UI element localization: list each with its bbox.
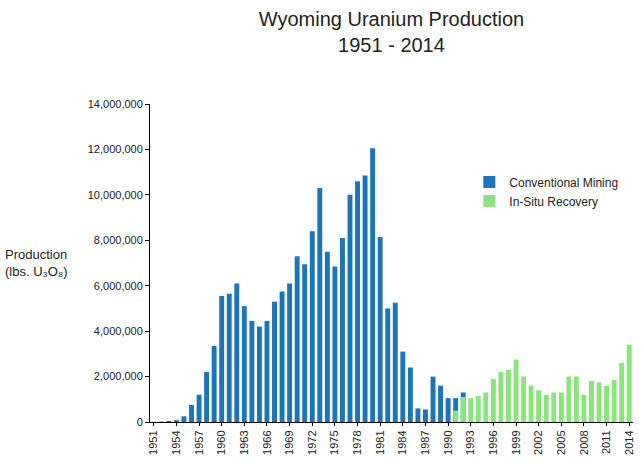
svg-text:1966: 1966 [261, 430, 273, 454]
svg-text:10,000,000: 10,000,000 [88, 189, 143, 201]
svg-text:1981: 1981 [374, 430, 386, 454]
svg-text:1972: 1972 [306, 430, 318, 454]
svg-text:Wyoming Uranium Production1951: Wyoming Uranium Production1951 - 2014 [259, 8, 524, 56]
svg-text:2,000,000: 2,000,000 [94, 370, 143, 382]
svg-text:4,000,000: 4,000,000 [94, 325, 143, 337]
svg-text:8,000,000: 8,000,000 [94, 234, 143, 246]
svg-text:1960: 1960 [215, 430, 227, 454]
svg-text:0: 0 [137, 416, 143, 428]
svg-text:1996: 1996 [487, 430, 499, 454]
svg-text:1987: 1987 [419, 430, 431, 454]
svg-text:1951: 1951 [147, 430, 159, 454]
svg-text:2002: 2002 [532, 430, 544, 454]
svg-text:2011: 2011 [600, 430, 612, 454]
svg-text:1963: 1963 [238, 430, 250, 454]
svg-text:14,000,000: 14,000,000 [88, 98, 143, 110]
svg-text:1954: 1954 [170, 430, 182, 454]
svg-text:1978: 1978 [351, 430, 363, 454]
svg-text:12,000,000: 12,000,000 [88, 143, 143, 155]
svg-text:Production(lbs. U₃O₈): Production(lbs. U₃O₈) [5, 247, 68, 279]
svg-text:Conventional Mining: Conventional Mining [509, 176, 618, 190]
svg-text:6,000,000: 6,000,000 [94, 280, 143, 292]
svg-text:2014: 2014 [623, 430, 635, 454]
svg-text:1990: 1990 [442, 430, 454, 454]
svg-text:2005: 2005 [555, 430, 567, 454]
svg-text:1975: 1975 [328, 430, 340, 454]
svg-text:1999: 1999 [510, 430, 522, 454]
svg-text:1993: 1993 [464, 430, 476, 454]
svg-text:2008: 2008 [578, 430, 590, 454]
svg-text:1984: 1984 [396, 430, 408, 454]
svg-text:1969: 1969 [283, 430, 295, 454]
svg-text:In-Situ Recovery: In-Situ Recovery [509, 195, 598, 209]
svg-text:1957: 1957 [193, 430, 205, 454]
